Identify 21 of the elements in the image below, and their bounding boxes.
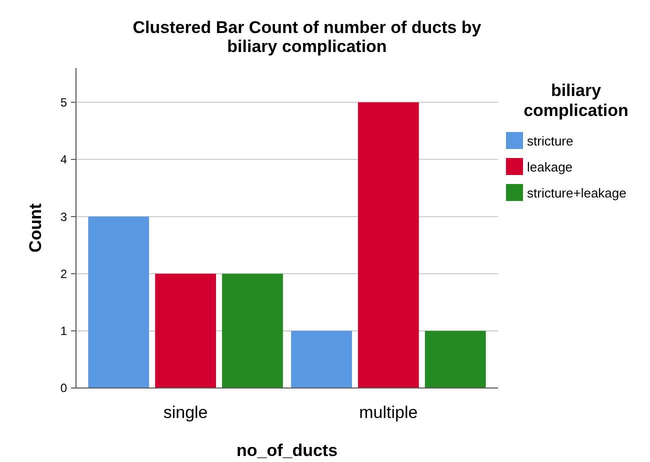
bar (155, 274, 216, 388)
bar (424, 330, 486, 388)
y-axis-title: Count (26, 203, 45, 253)
x-tick-label: multiple (359, 403, 418, 422)
y-tick-label: 1 (60, 324, 68, 338)
x-axis-title: no_of_ducts (236, 441, 338, 460)
x-tick-label: single (163, 403, 208, 422)
legend-label: leakage (527, 160, 573, 175)
y-tick-label: 0 (60, 381, 68, 396)
chart-title: Clustered Bar Count of number of ducts by biliary complication (132, 18, 482, 56)
legend-title: biliary complication (524, 81, 628, 120)
legend-label: stricture+leakage (527, 186, 626, 201)
bar (358, 102, 419, 388)
y-tick-label: 2 (60, 266, 68, 281)
bar (88, 216, 150, 388)
bar (222, 274, 283, 388)
y-tick-label: 5 (60, 95, 68, 110)
y-tick-label: 3 (60, 210, 68, 224)
y-tick-label: 4 (60, 152, 68, 167)
legend-label: stricture (527, 134, 574, 149)
bar (291, 330, 352, 388)
